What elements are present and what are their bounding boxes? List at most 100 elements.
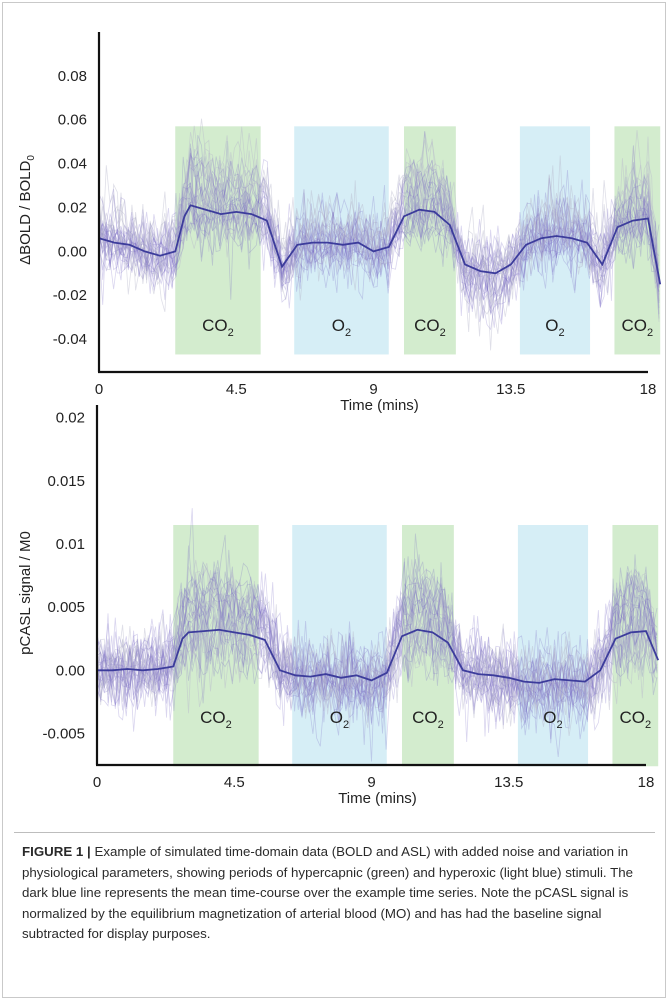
noisy-trace xyxy=(98,166,660,331)
asl-noisy-traces xyxy=(96,508,658,762)
noisy-trace xyxy=(96,558,658,720)
figure-caption: FIGURE 1 | Example of simulated time-dom… xyxy=(22,842,654,945)
asl-stimulus-labels: CO2 O2 CO2 O2 CO2 xyxy=(200,708,651,731)
noisy-trace xyxy=(96,554,658,724)
noisy-trace xyxy=(96,620,658,716)
x-tick-label: 13.5 xyxy=(496,381,525,398)
stimulus-band-3 xyxy=(402,525,454,767)
noisy-trace xyxy=(98,177,660,319)
noisy-trace xyxy=(96,611,658,708)
caption-label: FIGURE 1 | xyxy=(22,844,91,859)
noisy-trace xyxy=(96,559,658,710)
noisy-trace xyxy=(96,591,658,734)
noisy-trace xyxy=(98,158,660,301)
mean-series-line xyxy=(97,628,660,684)
noisy-trace xyxy=(96,566,658,709)
noisy-trace xyxy=(96,601,658,736)
noisy-trace xyxy=(96,583,658,719)
y-axis-title: ΔBOLD / BOLD0 xyxy=(17,155,37,265)
noisy-trace xyxy=(96,577,658,716)
stimulus-band-3 xyxy=(404,126,456,355)
bold-mean-series xyxy=(98,204,662,285)
y-tick-label: 0.00 xyxy=(56,662,85,679)
noisy-trace xyxy=(98,161,660,313)
y-tick-label: 0.015 xyxy=(47,473,85,490)
noisy-trace xyxy=(96,566,658,726)
y-tick-label: 0.005 xyxy=(47,599,85,616)
noisy-trace xyxy=(98,187,660,278)
noisy-trace xyxy=(98,138,660,351)
chart-svg: CO2 O2 CO2 O2 CO2 -0.04 -0.02 0.00 0.02 0.04 0.06… xyxy=(17,32,662,807)
bold-axes: -0.04 -0.02 0.00 0.02 0.04 0.06 0.08 0 4.5 9 13.5 1… xyxy=(17,32,656,414)
y-tick-label: 0.02 xyxy=(58,199,87,216)
stimulus-band-2 xyxy=(292,525,387,767)
noisy-trace xyxy=(96,574,658,723)
y-tick-label: 0.01 xyxy=(56,536,85,553)
stimulus-label-3: CO2 xyxy=(414,316,446,339)
noisy-trace xyxy=(96,583,658,745)
x-tick-label: 4.5 xyxy=(226,381,247,398)
asl-axes: -0.005 0.00 0.005 0.01 0.015 0.02 0 4.5 9 13.5 18 T… xyxy=(17,405,654,807)
y-tick-label: 0.04 xyxy=(58,156,87,173)
noisy-trace xyxy=(98,170,660,300)
stimulus-band-1 xyxy=(175,126,261,355)
noisy-trace xyxy=(98,185,660,285)
stimulus-band-5 xyxy=(612,525,659,767)
x-tick-label: 0 xyxy=(95,381,103,398)
caption-text: Example of simulated time-domain data (B… xyxy=(22,844,633,942)
noisy-trace xyxy=(96,622,658,715)
noisy-trace xyxy=(96,580,658,710)
noisy-trace xyxy=(98,194,660,301)
stimulus-label-1: CO2 xyxy=(202,316,234,339)
noisy-trace xyxy=(96,570,658,730)
noisy-trace xyxy=(96,595,658,715)
x-axis-title: Time (mins) xyxy=(340,397,419,414)
noisy-trace xyxy=(98,140,660,321)
x-tick-label: 18 xyxy=(638,774,655,791)
noisy-trace xyxy=(96,606,658,706)
noisy-trace xyxy=(98,179,660,296)
x-tick-label: 0 xyxy=(93,774,101,791)
x-tick-label: 9 xyxy=(367,774,375,791)
noisy-trace xyxy=(96,608,658,726)
noisy-trace xyxy=(96,558,658,706)
noisy-trace xyxy=(98,157,660,297)
y-tick-label: 0.08 xyxy=(58,68,87,85)
noisy-trace xyxy=(98,186,660,293)
y-axis-title: pCASL signal / M0 xyxy=(17,531,34,655)
y-tick-label: -0.005 xyxy=(42,725,85,742)
noisy-trace xyxy=(98,190,660,282)
noisy-trace xyxy=(98,193,660,285)
mean-series-line xyxy=(98,204,662,285)
noisy-trace xyxy=(96,589,658,702)
noisy-trace xyxy=(98,134,660,325)
x-tick-label: 9 xyxy=(369,381,377,398)
stimulus-label-5: CO2 xyxy=(620,708,652,731)
asl-stimulus-bands xyxy=(173,525,659,767)
noisy-trace xyxy=(98,149,660,319)
noisy-trace xyxy=(98,131,660,309)
y-tick-label: -0.02 xyxy=(53,287,87,304)
bold-panel: CO2 O2 CO2 O2 CO2 -0.04 -0.02 0.00 0.02 0.04 0.06… xyxy=(17,32,662,414)
noisy-trace xyxy=(98,183,660,298)
noisy-trace xyxy=(98,187,660,301)
noisy-trace xyxy=(98,148,660,310)
stimulus-label-1: CO2 xyxy=(200,708,232,731)
noisy-trace xyxy=(96,533,658,762)
x-axis-title: Time (mins) xyxy=(338,790,417,807)
stimulus-band-1 xyxy=(173,525,259,767)
noisy-trace xyxy=(98,172,660,300)
noisy-trace xyxy=(96,571,658,714)
x-tick-label: 4.5 xyxy=(224,774,245,791)
bold-stimulus-labels: CO2 O2 CO2 O2 CO2 xyxy=(202,316,653,339)
asl-mean-series xyxy=(97,628,660,684)
asl-panel: CO2 O2 CO2 O2 CO2 -0.005 0.00 0.005 0.01 0.015 0.… xyxy=(17,405,660,807)
y-tick-label: -0.04 xyxy=(53,331,87,348)
noisy-trace xyxy=(96,618,658,736)
noisy-trace xyxy=(96,549,658,750)
noisy-trace xyxy=(98,118,660,334)
y-tick-label: 0.06 xyxy=(58,112,87,129)
noisy-trace xyxy=(96,508,658,758)
